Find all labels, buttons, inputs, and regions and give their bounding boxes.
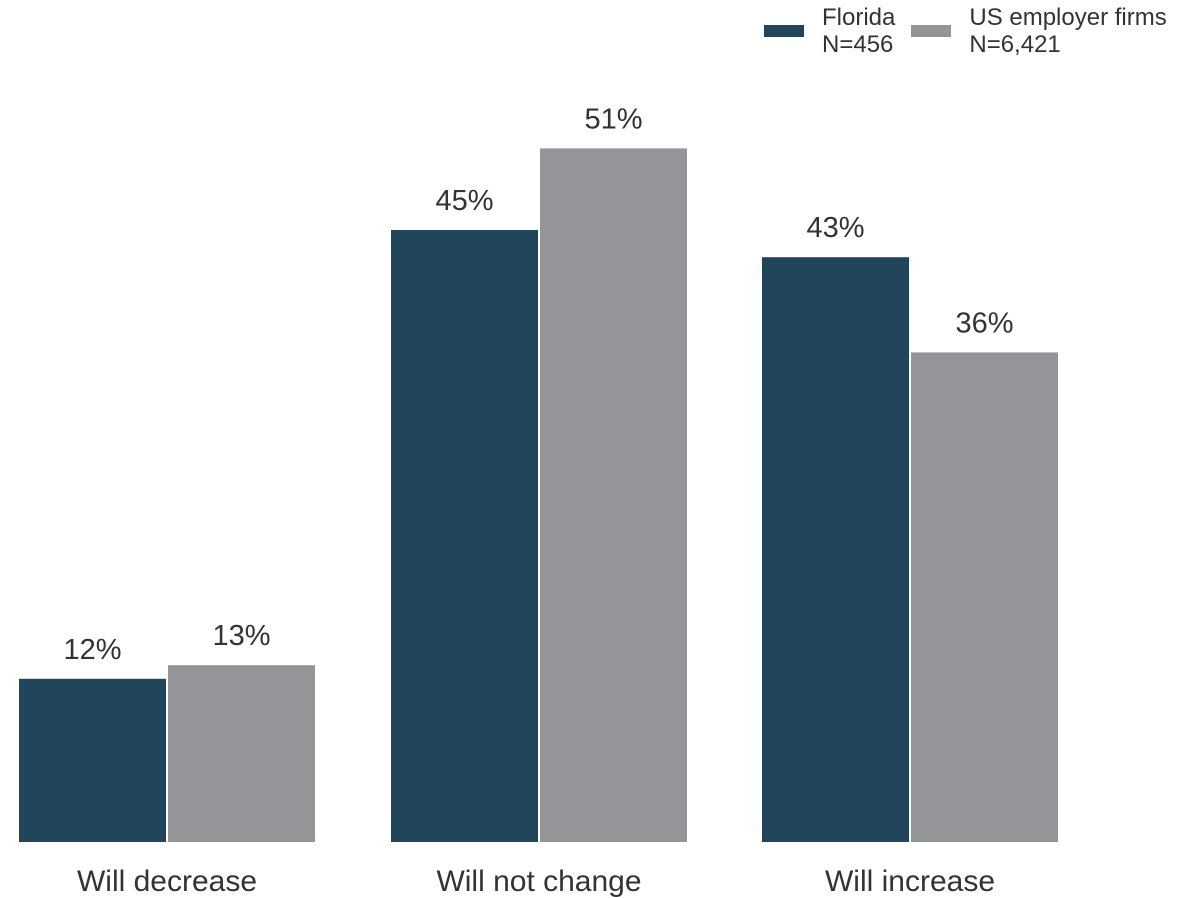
data-label-us-employer-firms-will-decrease: 13% — [212, 620, 270, 652]
legend-swatch-florida — [764, 25, 804, 37]
data-label-florida-will-decrease: 12% — [63, 634, 121, 666]
legend-sample-florida: N=456 — [822, 31, 894, 58]
category-label-will-decrease: Will decrease — [77, 865, 257, 898]
data-label-florida-will-not-change: 45% — [435, 185, 493, 217]
bar-us-employer-firms-will-increase — [911, 352, 1058, 842]
legend-label-us: US employer firms — [969, 4, 1167, 31]
legend: Florida N=456 US employer firms N=6,421 — [764, 4, 1167, 58]
legend-sample-us: N=6,421 — [969, 31, 1061, 58]
data-label-us-employer-firms-will-increase: 36% — [955, 307, 1013, 339]
category-label-will-increase: Will increase — [825, 865, 995, 898]
legend-swatch-us — [911, 25, 952, 37]
bar-florida-will-increase — [762, 257, 909, 842]
legend-item-us: US employer firms N=6,421 — [911, 4, 1167, 58]
legend-text-florida: Florida N=456 — [822, 4, 895, 58]
data-label-us-employer-firms-will-not-change: 51% — [584, 103, 642, 135]
bar-us-employer-firms-will-decrease — [168, 665, 315, 842]
bar-florida-will-not-change — [391, 230, 538, 842]
data-label-florida-will-increase: 43% — [806, 212, 864, 244]
category-label-will-not-change: Will not change — [436, 865, 641, 898]
legend-label-florida: Florida — [822, 4, 896, 31]
legend-text-us: US employer firms N=6,421 — [969, 4, 1166, 58]
legend-item-florida: Florida N=456 — [764, 4, 895, 58]
bar-florida-will-decrease — [19, 678, 166, 842]
bar-us-employer-firms-will-not-change — [540, 148, 687, 842]
